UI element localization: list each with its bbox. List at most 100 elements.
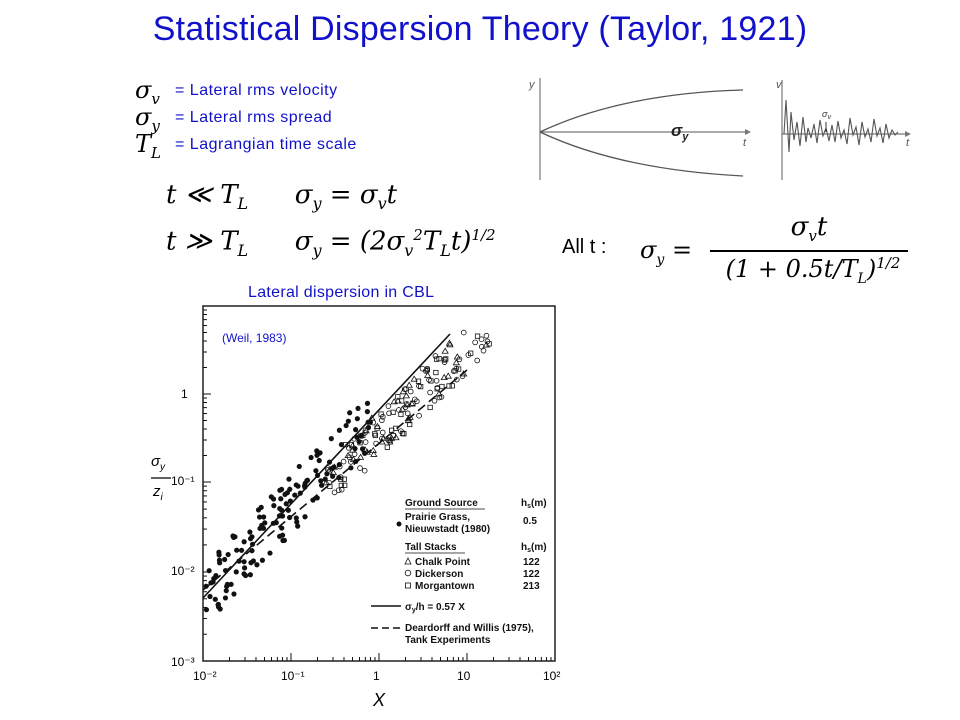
scatter-point (348, 442, 357, 449)
scatter-point (384, 444, 390, 450)
scatter-point (296, 463, 302, 470)
scatter-point (404, 416, 413, 424)
scatter-point (336, 427, 342, 433)
scatter-point (231, 591, 237, 597)
scatter-point (338, 441, 345, 448)
scatter-point (392, 433, 400, 441)
scatter-point (313, 468, 319, 474)
scatter-point (353, 427, 359, 433)
scatter-point (342, 442, 349, 448)
legend-line-label: σy/h = 0.57 X (405, 602, 465, 614)
scatter-point (424, 367, 431, 374)
scatter-point (336, 461, 342, 468)
scatter-point (308, 454, 314, 461)
scatter-point (468, 350, 474, 356)
scatter-point (394, 397, 402, 404)
scatter-point (407, 421, 413, 428)
scatter-point (379, 417, 385, 424)
scatter-point (254, 562, 260, 568)
scatter-point (248, 560, 254, 566)
scatter-point (316, 457, 322, 464)
scatter-point (385, 403, 392, 409)
scatter-point (416, 412, 422, 419)
scatter-point (478, 336, 485, 342)
y-axis-label-den: zi (152, 483, 164, 503)
scatter-point (247, 572, 253, 578)
x-tick-0.1: 10⁻¹ (281, 669, 305, 683)
scatter-point (433, 377, 440, 384)
scatter-point (402, 392, 411, 399)
y-tick-0.01: 10⁻² (171, 564, 195, 578)
sketch-y-label: y (528, 79, 536, 91)
scatter-point (206, 568, 212, 574)
all-t-label: All t : (562, 236, 607, 258)
scatter-point (387, 439, 394, 445)
scatter-point (349, 455, 358, 463)
scatter-point (379, 434, 388, 441)
scatter-point (223, 588, 229, 594)
scatter-point (361, 446, 369, 453)
scatter-point (329, 468, 338, 476)
scatter-point (484, 338, 491, 345)
x-tick-10: 10 (457, 669, 471, 683)
scatter-point (212, 596, 218, 602)
scatter-point (234, 547, 240, 553)
scatter-point (396, 407, 402, 413)
formula-lhs: σy = (640, 236, 693, 268)
scatter-point (241, 559, 247, 565)
scatter-point (278, 496, 284, 502)
arrow-icon (905, 131, 911, 137)
scatter-point (444, 372, 452, 379)
arrow-icon (745, 129, 751, 135)
scatter-point (283, 501, 289, 507)
sketch-v-label: v (776, 79, 783, 91)
legend-hs-header: hs(m) (521, 498, 547, 510)
scatter-point (328, 436, 334, 442)
definition-sigma-v: σv = Lateral rms velocity (135, 76, 435, 108)
definition-text: = Lagrangian time scale (175, 136, 357, 153)
scatter-point (340, 458, 347, 465)
scatter-point (438, 394, 445, 400)
definition-tl: TL = Lagrangian time scale (135, 130, 435, 162)
plot-ticks (202, 309, 552, 662)
scatter-point (203, 607, 210, 613)
scatter-point (319, 482, 325, 488)
velocity-sketch: v t σv (776, 79, 911, 180)
scatter-point (294, 519, 300, 525)
scatter-point (433, 369, 439, 376)
scatter-point (259, 557, 266, 563)
x-axis-label: X (372, 690, 386, 710)
scatter-point (238, 547, 245, 553)
scatter-point (348, 465, 354, 471)
legend-tall-header: Tall Stacks (405, 542, 457, 553)
scatter-point (379, 414, 386, 420)
scatter-point (343, 422, 349, 429)
x-tick-100: 10² (543, 669, 560, 683)
scatter-point (398, 411, 404, 418)
scatter-point (277, 487, 283, 493)
scatter-point (279, 532, 286, 538)
scatter-point (410, 375, 418, 382)
scatter-point (359, 446, 366, 452)
scatter-point (318, 478, 324, 484)
scatter-point (423, 371, 432, 379)
scatter-point (412, 396, 418, 403)
definition-symbol: TL (135, 130, 161, 162)
scatter-point (256, 514, 263, 520)
scatter-point (222, 595, 229, 601)
scatter-point (317, 450, 323, 456)
scatter-point (370, 450, 378, 457)
scatter-point (302, 514, 308, 520)
circle-marker-icon (404, 569, 412, 577)
plot-source: (Weil, 1983) (222, 331, 287, 345)
y-axis-label-num: σy (151, 453, 166, 473)
scatter-point (442, 357, 448, 363)
long-time-equation: t ≫ TL σy = (2σv2TLt)1/2 (166, 226, 496, 260)
scatter-point (293, 482, 299, 488)
scatter-point (407, 388, 414, 395)
scatter-point (261, 514, 267, 520)
scatter-point (358, 433, 364, 439)
scatter-point (449, 383, 455, 389)
scatter-point (217, 606, 223, 612)
sigma-y-label: σy (671, 121, 689, 143)
